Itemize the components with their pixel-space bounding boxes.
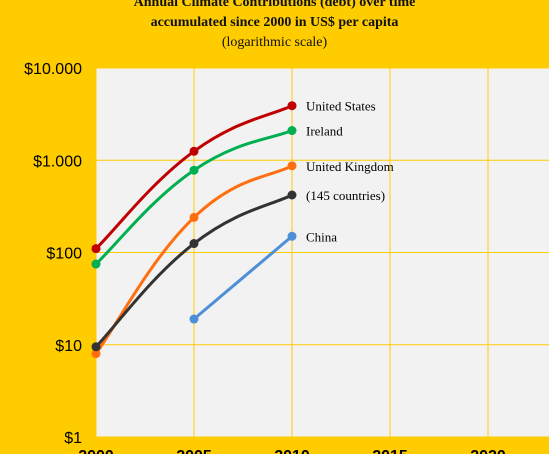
y-tick-label: $10.000 bbox=[24, 61, 82, 78]
series-label: United States bbox=[306, 99, 376, 114]
chart-title-block: Annual Climate Contributions (debt) over… bbox=[0, 0, 549, 53]
y-tick-label: $1.000 bbox=[33, 153, 82, 170]
data-point bbox=[189, 212, 199, 222]
data-point bbox=[287, 126, 297, 136]
series-label: (145 countries) bbox=[306, 188, 385, 203]
data-point bbox=[91, 349, 101, 359]
data-point bbox=[189, 146, 199, 156]
x-tick-label: 2015 bbox=[372, 448, 408, 454]
data-point bbox=[91, 259, 101, 269]
data-point bbox=[189, 314, 199, 324]
data-point bbox=[189, 239, 199, 249]
series-label: China bbox=[306, 229, 337, 244]
series-label: Ireland bbox=[306, 124, 343, 139]
series-label: United Kingdom bbox=[306, 159, 394, 174]
chart-subtitle: (logarithmic scale) bbox=[221, 35, 328, 50]
data-point bbox=[287, 190, 297, 200]
series-line bbox=[193, 235, 293, 321]
data-point bbox=[91, 244, 101, 254]
data-point bbox=[287, 231, 297, 241]
y-tick-label: $1 bbox=[64, 430, 82, 447]
x-tick-label: 2020 bbox=[470, 448, 506, 454]
data-point bbox=[287, 161, 297, 171]
chart-title-line-1: Annual Climate Contributions (debt) over… bbox=[133, 0, 416, 10]
chart-title-line-2: accumulated since 2000 in US$ per capita bbox=[150, 15, 399, 30]
data-point bbox=[189, 165, 199, 175]
x-tick-label: 2000 bbox=[78, 448, 114, 454]
x-tick-label: 2010 bbox=[274, 448, 310, 454]
y-tick-label: $100 bbox=[46, 246, 82, 263]
x-tick-label: 2005 bbox=[176, 448, 212, 454]
y-tick-label: $10 bbox=[55, 338, 82, 355]
data-point bbox=[287, 101, 297, 111]
data-point bbox=[91, 342, 101, 352]
